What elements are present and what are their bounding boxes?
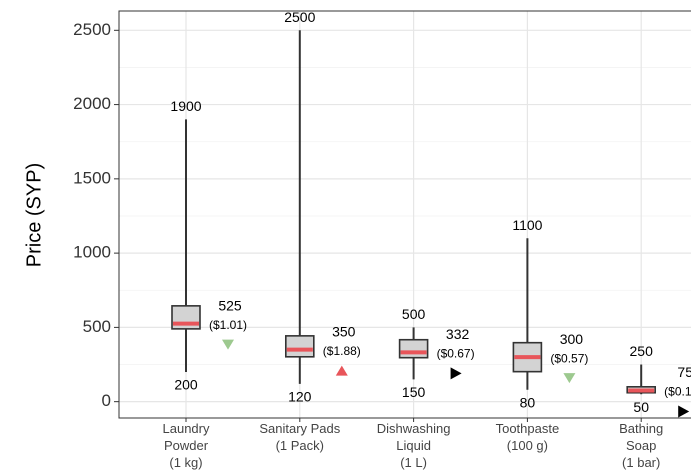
x-tick-label-line: Laundry (163, 421, 210, 436)
max-label: 500 (402, 306, 426, 322)
trend-marker (222, 339, 234, 350)
x-tick-label: Bathing Soap (1 bar) (619, 421, 663, 470)
box (398, 338, 429, 359)
y-axis-title: Price (SYP) (23, 163, 45, 267)
x-tick-label-line: (100 g) (507, 438, 548, 453)
trend-marker (678, 405, 690, 418)
min-label: 50 (633, 399, 649, 415)
x-tick-label: Sanitary Pads (1 Pack) (259, 421, 340, 453)
min-label: 80 (520, 394, 536, 410)
x-tick-label-line: (1 Pack) (276, 438, 324, 453)
x-tick-label-line: Toothpaste (496, 421, 560, 436)
y-tick-label: 0 (102, 391, 111, 410)
usd-label: ($0.57) (550, 351, 588, 365)
x-tick-label-line: (1 kg) (169, 455, 202, 470)
min-label: 120 (288, 389, 312, 405)
trend-marker (450, 367, 462, 380)
x-tick-label-line: Sanitary Pads (259, 421, 340, 436)
y-tick-label: 2500 (73, 20, 111, 39)
max-label: 1900 (170, 98, 201, 114)
usd-label: ($1.01) (209, 318, 247, 332)
usd-label: ($1.88) (323, 344, 361, 358)
trend-marker (335, 365, 348, 376)
median-label: 300 (560, 331, 584, 347)
x-tick-label: Toothpaste (100 g) (496, 421, 560, 453)
x-tick-label-line: Bathing (619, 421, 663, 436)
median-label: 75 (677, 364, 691, 380)
median-label: 350 (332, 323, 356, 339)
x-tick-label-line: Soap (626, 438, 656, 453)
x-tick-label-line: Dishwashing (377, 421, 451, 436)
y-tick-label: 500 (83, 317, 111, 336)
x-tick-label: Dishwashing Liquid (1 L) (377, 421, 451, 470)
x-tick-label: Laundry Powder (1 kg) (163, 421, 210, 470)
usd-label: ($0.14) (664, 385, 691, 399)
max-label: 250 (630, 343, 654, 359)
x-tick-label-line: (1 L) (400, 455, 427, 470)
min-label: 150 (402, 384, 426, 400)
y-tick-label: 2000 (73, 94, 111, 113)
y-tick-label: 1500 (73, 168, 111, 187)
min-label: 200 (174, 377, 198, 393)
box (284, 335, 315, 358)
x-tick-label-line: Powder (164, 438, 209, 453)
max-label: 1100 (512, 217, 542, 233)
trend-marker (563, 373, 576, 384)
usd-label: ($0.67) (437, 347, 475, 361)
max-label: 2500 (284, 9, 315, 25)
y-tick-label: 1000 (73, 243, 111, 262)
median-label: 332 (446, 326, 470, 342)
x-tick-label-line: (1 bar) (622, 455, 660, 470)
x-tick-label-line: Liquid (396, 438, 431, 453)
panel-border (118, 10, 691, 419)
median-label: 525 (218, 297, 242, 313)
